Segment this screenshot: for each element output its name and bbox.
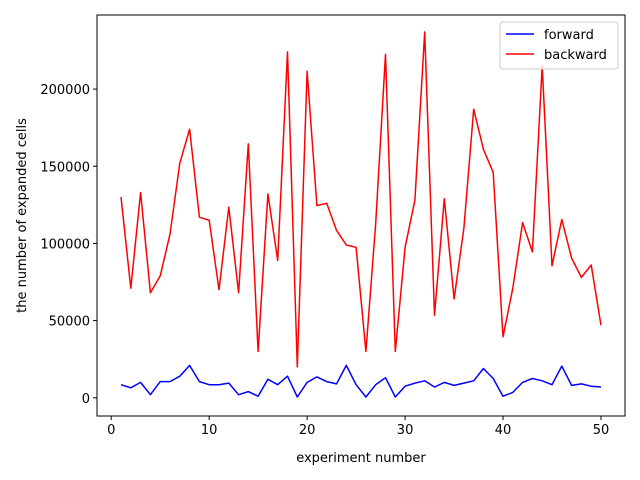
- x-tick-label: 40: [495, 423, 512, 438]
- y-axis-ticks: 0 50000 100000 150000 200000: [40, 83, 97, 407]
- x-tick-label: 20: [299, 423, 316, 438]
- y-axis-label: the number of expanded cells: [15, 118, 30, 313]
- series-line-forward: [120, 364, 602, 398]
- y-tick-label: 200000: [40, 83, 90, 98]
- y-tick-label: 50000: [49, 315, 90, 330]
- x-tick-label: 0: [107, 423, 115, 438]
- y-tick-label: 0: [82, 392, 90, 407]
- x-tick-label: 10: [201, 423, 218, 438]
- axes-frame: [96, 14, 626, 417]
- y-tick-label: 100000: [40, 237, 90, 252]
- legend: forward backward: [499, 21, 619, 70]
- x-tick-label: 30: [397, 423, 414, 438]
- plot-lines: [120, 31, 602, 398]
- y-tick-label: 150000: [40, 160, 90, 175]
- x-axis-label: experiment number: [296, 451, 426, 466]
- legend-label-forward: forward: [544, 28, 594, 43]
- series-line-backward: [120, 31, 602, 368]
- x-tick-label: 50: [593, 423, 610, 438]
- legend-label-backward: backward: [544, 48, 607, 63]
- x-axis-ticks: 0 10 20 30 40 50: [107, 416, 609, 438]
